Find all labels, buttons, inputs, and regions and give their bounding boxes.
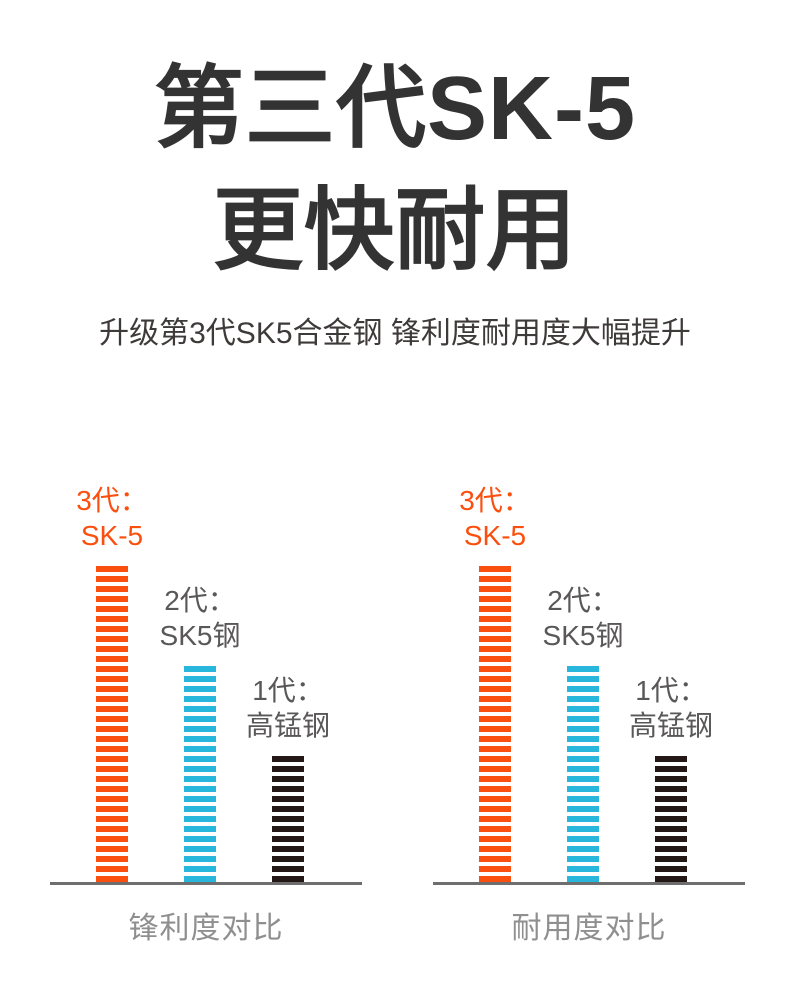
bar-label-line-2: 高锰钢 [245, 710, 330, 741]
bar-label-line-2: SK5钢 [542, 620, 624, 651]
bar-label-line-1: 1代： [252, 675, 324, 706]
bar-group-gen1-high-manganese-steel: 1代： 高锰钢 [627, 673, 715, 882]
chart-caption-sharpness-comparison: 锋利度对比 [128, 912, 284, 945]
title-line-2: 更快耐用 [213, 181, 577, 281]
bar-group-gen2-sk5-steel: 2代： SK5钢 [539, 583, 627, 882]
bar-label-gen1-high-manganese-steel: 1代： 高锰钢 [629, 673, 713, 743]
bar-gen1-high-manganese-steel [655, 756, 687, 882]
chart-caption-durability-comparison: 耐用度对比 [511, 912, 667, 945]
bar-label-gen2-sk5-steel: 2代： SK5钢 [160, 583, 241, 653]
bar-label-gen3-sk5: 3代： SK-5 [76, 483, 148, 553]
bar-label-line-2: SK-5 [463, 520, 527, 551]
plot-area-sharpness-comparison: 3代： SK-5 2代： SK5钢 1代： 高锰钢 [50, 483, 362, 885]
bar-label-gen1-high-manganese-steel: 1代： 高锰钢 [246, 673, 330, 743]
bar-label-line-1: 1代： [635, 675, 707, 706]
bar-gen2-sk5-steel [567, 666, 599, 882]
bar-gen3-sk5 [479, 566, 511, 882]
bar-gen3-sk5 [96, 566, 128, 882]
title-line-1: 第三代SK-5 [153, 59, 637, 159]
bar-label-gen2-sk5-steel: 2代： SK5钢 [543, 583, 624, 653]
bar-label-line-1: 2代： [164, 585, 236, 616]
bar-group-gen3-sk5: 3代： SK-5 [451, 483, 539, 882]
bar-chart-sharpness-comparison: 3代： SK-5 2代： SK5钢 1代： 高锰钢锋利度对比 [50, 483, 362, 947]
charts-row: 3代： SK-5 2代： SK5钢 1代： 高锰钢 锋利度对比 3代： SK-5 2代： SK5钢 1… [0, 483, 790, 947]
bar-label-gen3-sk5: 3代： SK-5 [459, 483, 531, 553]
bar-label-line-2: SK5钢 [159, 620, 241, 651]
bar-gen2-sk5-steel [184, 666, 216, 882]
bar-group-gen2-sk5-steel: 2代： SK5钢 [156, 583, 244, 882]
bar-label-line-2: 高锰钢 [628, 710, 713, 741]
bar-label-line-1: 3代： [459, 485, 531, 516]
bar-group-gen3-sk5: 3代： SK-5 [68, 483, 156, 882]
bar-label-line-1: 2代： [547, 585, 619, 616]
bar-gen1-high-manganese-steel [272, 756, 304, 882]
plot-area-durability-comparison: 3代： SK-5 2代： SK5钢 1代： 高锰钢 [433, 483, 745, 885]
bar-chart-durability-comparison: 3代： SK-5 2代： SK5钢 1代： 高锰钢耐用度对比 [433, 483, 745, 947]
bar-label-line-2: SK-5 [80, 520, 144, 551]
bar-label-line-1: 3代： [76, 485, 148, 516]
page-title: 第三代SK-5 更快耐用 [0, 48, 790, 292]
page-subtitle: 升级第3代SK5合金钢 锋利度耐用度大幅提升 [99, 317, 691, 350]
bar-group-gen1-high-manganese-steel: 1代： 高锰钢 [244, 673, 332, 882]
